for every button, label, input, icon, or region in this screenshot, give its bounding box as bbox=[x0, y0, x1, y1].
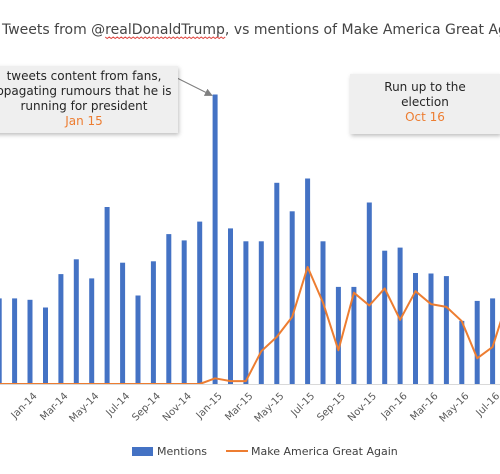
bar-Nov-13 bbox=[0, 298, 2, 384]
x-tick-label: Jan-16 bbox=[379, 391, 410, 422]
callout-left-line-3: running for president bbox=[20, 99, 148, 113]
bar-Mar-14 bbox=[58, 274, 64, 384]
bar-May-15 bbox=[274, 182, 280, 384]
bar-Jan-16 bbox=[397, 247, 403, 384]
bar-Sep-15 bbox=[335, 286, 341, 384]
bar-Jul-15 bbox=[305, 178, 311, 384]
title-underline bbox=[104, 36, 226, 40]
callout-right-date: Oct 16 bbox=[405, 110, 445, 124]
callout-left-arrow bbox=[176, 77, 213, 96]
x-tick-label: May-15 bbox=[253, 391, 287, 425]
bar-Aug-15 bbox=[320, 241, 326, 384]
bars bbox=[0, 94, 496, 384]
bar-Jul-14 bbox=[120, 262, 126, 384]
x-tick-label: Mar-15 bbox=[223, 391, 255, 423]
bar-Jul-16 bbox=[490, 298, 496, 384]
x-tick-label: Mar-14 bbox=[38, 391, 70, 423]
callout-left-date: Jan 15 bbox=[65, 114, 103, 128]
bar-Dec-15 bbox=[382, 250, 388, 384]
x-tick-label: Jul-15 bbox=[289, 391, 318, 420]
bar-Nov-14 bbox=[181, 240, 187, 384]
x-tick-label: Sep-14 bbox=[130, 391, 163, 424]
x-tick-label: Sep-15 bbox=[315, 391, 348, 424]
legend-label-mentions: Mentions bbox=[157, 445, 207, 458]
bar-Oct-14 bbox=[166, 234, 172, 384]
bar-Apr-16 bbox=[443, 276, 449, 384]
callout-left: tweets content from fans, opagating rumo… bbox=[0, 66, 178, 133]
bar-Apr-15 bbox=[258, 241, 264, 384]
legend-label-maga: Make America Great Again bbox=[251, 445, 398, 458]
bar-May-14 bbox=[89, 278, 95, 384]
chart-title: Tweets from @realDonaldTrump, vs mention… bbox=[1, 22, 500, 38]
bar-Mar-15 bbox=[243, 241, 249, 384]
callout-right-line-2: election bbox=[401, 95, 449, 109]
bar-Feb-15 bbox=[228, 228, 233, 384]
bar-Mar-16 bbox=[428, 273, 434, 384]
bar-Feb-16 bbox=[413, 273, 418, 384]
callout-left-line-1: tweets content from fans, bbox=[6, 69, 162, 83]
callout-right-line-1: Run up to the bbox=[384, 80, 466, 94]
bar-Dec-14 bbox=[197, 221, 203, 384]
x-tick-label: Jan-14 bbox=[9, 391, 40, 422]
legend: Mentions Make America Great Again bbox=[132, 445, 398, 458]
bar-Dec-13 bbox=[12, 298, 18, 384]
bar-Jan-14 bbox=[27, 299, 33, 384]
x-tick-label: Jan-15 bbox=[194, 391, 225, 422]
x-tick-label: May-14 bbox=[68, 391, 102, 425]
bar-May-16 bbox=[459, 320, 465, 384]
x-tick-label: May-16 bbox=[438, 391, 472, 425]
x-tick-label: Jul-14 bbox=[104, 391, 133, 420]
bar-Jun-14 bbox=[104, 207, 110, 384]
x-tick-label: Nov-15 bbox=[346, 391, 379, 424]
x-tick-label: Mar-16 bbox=[408, 391, 440, 423]
bar-Jan-15 bbox=[212, 94, 218, 384]
x-tick-label: Jul-16 bbox=[474, 391, 500, 420]
callout-right: Run up to the election Oct 16 bbox=[350, 74, 500, 134]
bar-Apr-14 bbox=[73, 259, 79, 384]
bar-Aug-14 bbox=[135, 295, 141, 384]
bar-Oct-15 bbox=[351, 286, 357, 384]
bar-Nov-15 bbox=[366, 202, 372, 384]
bar-Sep-14 bbox=[150, 261, 156, 384]
x-tick-label: Nov-14 bbox=[161, 391, 194, 424]
bar-Jun-15 bbox=[289, 211, 295, 384]
callout-left-line-2: opagating rumours that he is bbox=[0, 84, 172, 98]
bar-Feb-14 bbox=[43, 307, 48, 384]
legend-swatch-mentions bbox=[132, 447, 153, 456]
bar-Jun-16 bbox=[474, 300, 480, 384]
